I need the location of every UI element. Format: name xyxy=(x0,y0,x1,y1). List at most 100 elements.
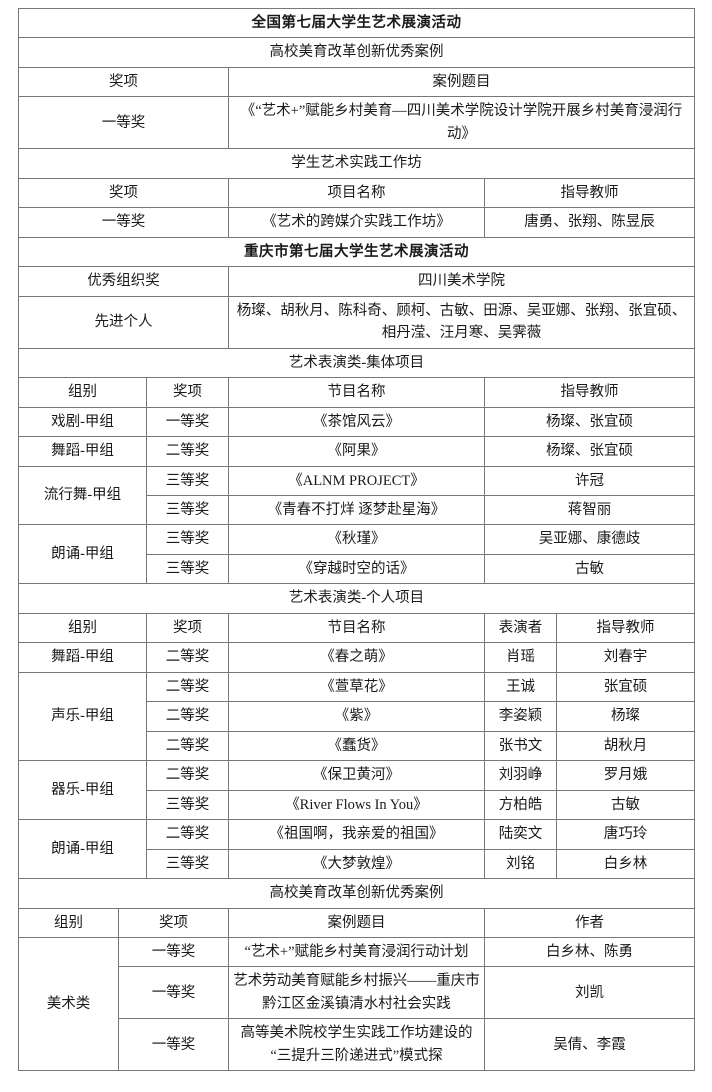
column-header-award: 奖项 xyxy=(146,377,229,408)
table-row: 流行舞-甲组 三等奖 《ALNM PROJECT》 许冠 xyxy=(18,465,695,526)
cell-award: 二等奖 xyxy=(146,701,229,732)
cell-program-name: 《保卫黄河》 xyxy=(228,760,485,791)
table-row: 三等奖 《大梦敦煌》 刘铭 白乡林 xyxy=(19,848,695,880)
cell-group: 器乐-甲组 xyxy=(18,760,147,821)
column-header-program-name: 节目名称 xyxy=(228,612,485,644)
cell-program-name: 《春之萌》 xyxy=(228,642,485,673)
cell-performer: 方柏皓 xyxy=(484,789,557,821)
table-row: 一等奖 《艺术的跨媒介实践工作坊》 唐勇、张翔、陈昱辰 xyxy=(18,207,695,238)
table-row: 三等奖 《River Flows In You》 方柏皓 古敏 xyxy=(19,789,695,821)
cell-program-name: 《ALNM PROJECT》 xyxy=(228,465,485,496)
cell-award: 三等奖 xyxy=(146,465,229,496)
cell-performer: 肖瑶 xyxy=(484,642,557,673)
table-row: 一等奖 《“艺术+”赋能乡村美育—四川美术学院设计学院开展乡村美育浸润行动》 xyxy=(18,96,695,150)
cell-award: 三等奖 xyxy=(146,553,229,585)
table-row: 声乐-甲组 二等奖 《萱草花》 王诚 张宜硕 xyxy=(18,671,695,762)
cell-teacher: 杨璨、张宜硕 xyxy=(484,436,695,467)
organization-award-label: 优秀组织奖 xyxy=(18,266,229,297)
advanced-individual-row: 先进个人 杨璨、胡秋月、陈科奇、顾柯、古敏、田源、吴亚娜、张翔、张宜硕、相丹滢、… xyxy=(18,295,695,349)
cell-teacher: 唐勇、张翔、陈昱辰 xyxy=(484,207,695,238)
national-case-section-title: 高校美育改革创新优秀案例 xyxy=(18,37,695,68)
cell-group: 声乐-甲组 xyxy=(18,671,147,762)
chongqing-case-header-row: 组别 奖项 案例题目 作者 xyxy=(18,907,695,939)
cell-program-name: 《茶馆风云》 xyxy=(228,406,485,438)
cell-case-title: 《“艺术+”赋能乡村美育—四川美术学院设计学院开展乡村美育浸润行动》 xyxy=(228,96,695,150)
awards-table: 全国第七届大学生艺术展演活动 高校美育改革创新优秀案例 奖项 案例题目 一等奖 … xyxy=(18,7,695,1072)
cell-award: 一等奖 xyxy=(118,936,229,968)
cell-teacher: 蒋智丽 xyxy=(484,494,695,526)
column-header-award: 奖项 xyxy=(18,66,229,98)
cell-program-name: 《萱草花》 xyxy=(228,671,485,703)
cell-group: 美术类 xyxy=(18,936,119,1072)
column-header-author: 作者 xyxy=(484,907,695,939)
cell-teacher: 古敏 xyxy=(484,553,695,585)
cell-teacher: 唐巧玲 xyxy=(556,819,695,850)
national-banner-row: 全国第七届大学生艺术展演活动 xyxy=(18,7,695,39)
cell-case-title: 艺术劳动美育赋能乡村振兴——重庆市黔江区金溪镇清水村社会实践 xyxy=(228,966,485,1020)
national-case-section-row: 高校美育改革创新优秀案例 xyxy=(18,37,695,68)
table-row: 一等奖 高等美术院校学生实践工作坊建设的“三提升三阶递进式”模式探 吴倩、李霞 xyxy=(19,1018,695,1072)
cell-program-name: 《阿果》 xyxy=(228,436,485,467)
cell-award: 二等奖 xyxy=(146,819,229,850)
cell-award: 二等奖 xyxy=(146,760,229,791)
cell-program-name: 《秋瑾》 xyxy=(228,524,485,555)
chongqing-case-section-title: 高校美育改革创新优秀案例 xyxy=(18,878,695,909)
cell-teacher: 罗月娥 xyxy=(556,760,695,791)
column-header-teacher: 指导教师 xyxy=(556,612,695,644)
cell-teacher: 许冠 xyxy=(484,465,695,496)
table-row: 三等奖 《穿越时空的话》 古敏 xyxy=(19,553,695,585)
national-banner: 全国第七届大学生艺术展演活动 xyxy=(18,7,695,39)
column-header-group: 组别 xyxy=(18,612,147,644)
cell-performer: 王诚 xyxy=(484,671,557,703)
cell-teacher: 张宜硕 xyxy=(556,671,695,703)
table-row: 器乐-甲组 二等奖 《保卫黄河》 刘羽峥 罗月娥 xyxy=(18,760,695,821)
column-header-program-name: 节目名称 xyxy=(228,377,485,408)
cell-award: 一等奖 xyxy=(18,207,229,238)
cell-program-name: 《祖国啊，我亲爱的祖国》 xyxy=(228,819,485,850)
national-case-header-row: 奖项 案例题目 xyxy=(18,66,695,98)
national-workshop-section-row: 学生艺术实践工作坊 xyxy=(18,148,695,179)
cell-performer: 李姿颖 xyxy=(484,701,557,732)
group-header-row: 组别 奖项 节目名称 指导教师 xyxy=(18,377,695,408)
advanced-individual-label: 先进个人 xyxy=(18,295,229,349)
column-header-award: 奖项 xyxy=(146,612,229,644)
column-header-project-name: 项目名称 xyxy=(228,177,485,209)
column-header-teacher: 指导教师 xyxy=(484,177,695,209)
cell-performer: 刘铭 xyxy=(484,848,557,880)
cell-author: 刘凯 xyxy=(484,966,695,1020)
national-workshop-section-title: 学生艺术实践工作坊 xyxy=(18,148,695,179)
column-header-award: 奖项 xyxy=(118,907,229,939)
cell-teacher: 杨璨、张宜硕 xyxy=(484,406,695,438)
cell-group: 舞蹈-甲组 xyxy=(18,436,147,467)
solo-header-row: 组别 奖项 节目名称 表演者 指导教师 xyxy=(18,612,695,644)
cell-teacher: 古敏 xyxy=(556,789,695,821)
organization-award-value: 四川美术学院 xyxy=(228,266,695,297)
table-row: 二等奖 《蠢货》 张书文 胡秋月 xyxy=(19,730,695,762)
cell-case-title: 高等美术院校学生实践工作坊建设的“三提升三阶递进式”模式探 xyxy=(228,1018,485,1072)
cell-award: 一等奖 xyxy=(18,96,229,150)
column-header-teacher: 指导教师 xyxy=(484,377,695,408)
cell-award: 一等奖 xyxy=(146,406,229,438)
cell-award: 二等奖 xyxy=(146,730,229,762)
chongqing-banner-row: 重庆市第七届大学生艺术展演活动 xyxy=(18,236,695,268)
table-row: 一等奖 艺术劳动美育赋能乡村振兴——重庆市黔江区金溪镇清水村社会实践 刘凯 xyxy=(19,966,695,1020)
cell-group: 戏剧-甲组 xyxy=(18,406,147,438)
cell-case-title: “艺术+”赋能乡村美育浸润行动计划 xyxy=(228,936,485,968)
cell-teacher: 白乡林 xyxy=(556,848,695,880)
national-workshop-header-row: 奖项 项目名称 指导教师 xyxy=(18,177,695,209)
cell-teacher: 胡秋月 xyxy=(556,730,695,762)
cell-award: 三等奖 xyxy=(146,789,229,821)
cell-award: 三等奖 xyxy=(146,848,229,880)
group-section-row: 艺术表演类-集体项目 xyxy=(18,347,695,379)
cell-award: 二等奖 xyxy=(146,436,229,467)
cell-teacher: 刘春宇 xyxy=(556,642,695,673)
column-header-case-title: 案例题目 xyxy=(228,66,695,98)
cell-group: 流行舞-甲组 xyxy=(18,465,147,526)
cell-author: 吴倩、李霞 xyxy=(484,1018,695,1072)
table-row: 美术类 一等奖 “艺术+”赋能乡村美育浸润行动计划 白乡林、陈勇 xyxy=(18,936,695,1072)
solo-section-row: 艺术表演类-个人项目 xyxy=(18,583,695,614)
cell-award: 三等奖 xyxy=(146,524,229,555)
cell-program-name: 《River Flows In You》 xyxy=(228,789,485,821)
cell-program-name: 《青春不打烊 逐梦赴星海》 xyxy=(228,494,485,526)
group-section-title: 艺术表演类-集体项目 xyxy=(18,347,695,379)
